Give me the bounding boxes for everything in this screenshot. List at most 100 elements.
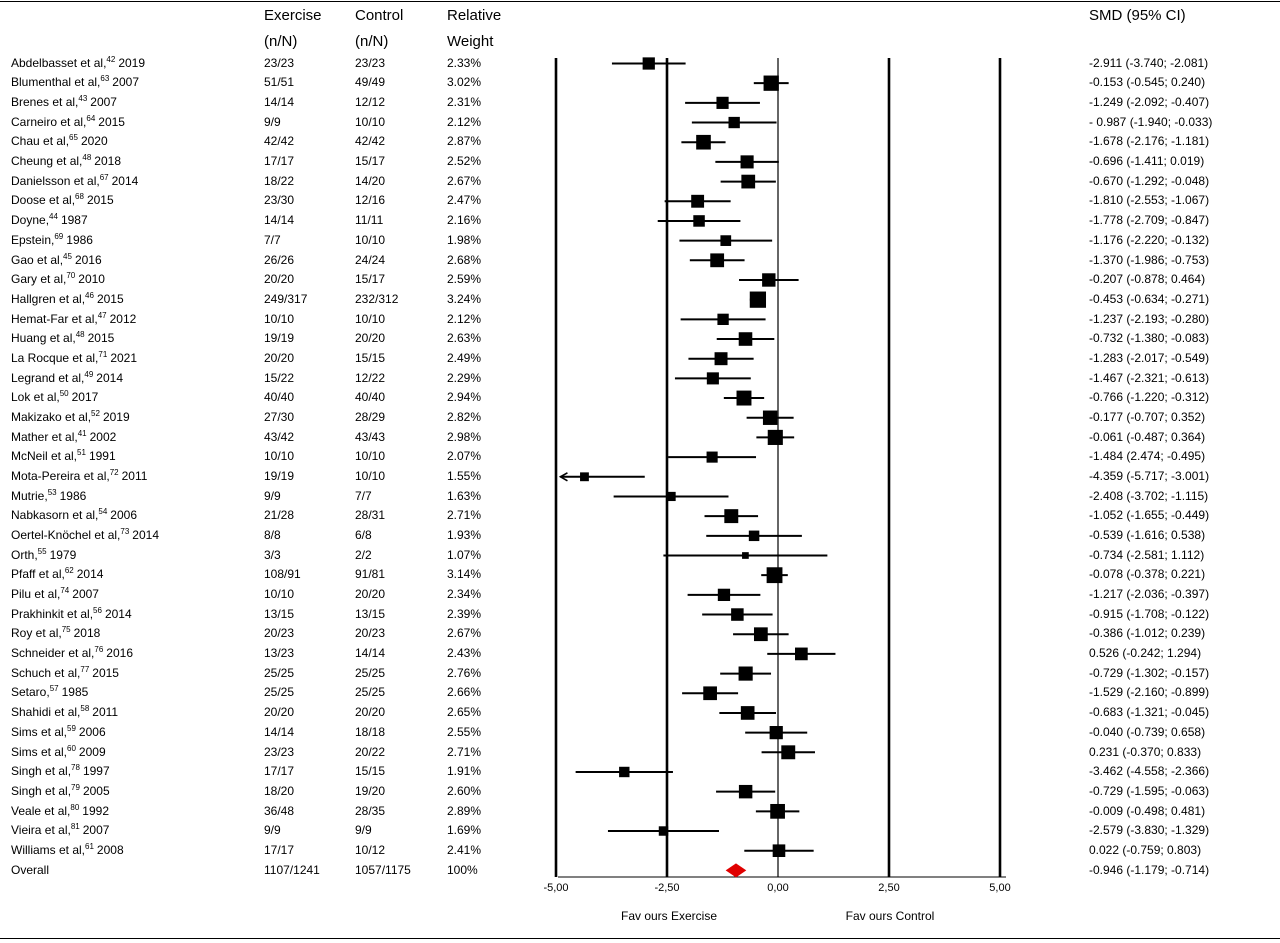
smd-ci-text: -0.696 (-1.411; 0.019): [1089, 154, 1205, 169]
table-row: Schuch et al,77 2015 25/25 25/25 2.76% -0.729…: [0, 664, 1280, 684]
relative-weight: 2.16%: [447, 213, 482, 228]
exercise-count: 25/25: [264, 665, 295, 680]
smd-ci-text: -1.484 (2.474; -0.495): [1089, 449, 1206, 464]
study-label: Roy et al,75 2018: [11, 624, 100, 644]
smd-ci-text: -0.734 (-2.581; 1.112): [1089, 547, 1205, 562]
study-year: 1986: [66, 232, 93, 247]
study-ref: 45: [63, 251, 72, 261]
exercise-count: 51/51: [264, 75, 295, 90]
study-ref: 80: [70, 802, 80, 812]
study-label: Blumenthal et al,63 2007: [11, 73, 139, 93]
relative-weight: 2.71%: [447, 508, 482, 523]
study-point: [716, 96, 729, 109]
study-year: 2007: [82, 823, 110, 838]
exercise-count: 13/23: [264, 646, 295, 661]
study-point: [772, 844, 786, 858]
study-ref: 44: [49, 212, 58, 222]
study-author: Singh et al,: [11, 764, 72, 779]
study-year: 2019: [118, 55, 146, 70]
table-row: Gao et al,45 2016 26/26 24/24 2.68% -1.370 (-…: [0, 251, 1280, 271]
relative-weight: 2.29%: [447, 370, 482, 385]
study-label: Chau et al,65 2020: [11, 132, 108, 152]
exercise-count: 7/7: [264, 232, 281, 247]
study-point: [736, 390, 752, 406]
exercise-count: 20/20: [264, 272, 295, 287]
control-count: 20/22: [355, 744, 386, 759]
study-label: Hallgren et al,46 2015: [11, 290, 124, 310]
exercise-count: 3/3: [264, 547, 281, 562]
relative-weight: 2.60%: [447, 783, 482, 798]
control-count: 10/10: [355, 114, 386, 129]
study-ref: 47: [97, 310, 107, 320]
study-author: Gao et al,: [11, 252, 64, 267]
study-year: 2007: [72, 587, 99, 602]
study-ref: 81: [70, 822, 80, 832]
study-year: 2014: [76, 567, 104, 582]
study-label: Mather et al,41 2002: [11, 428, 116, 448]
tick-label: 2,50: [878, 882, 899, 894]
study-author: Prakhinkit et al,: [11, 606, 94, 621]
smd-ci-text: -4.359 (-5.717; -3.001): [1089, 468, 1210, 483]
exercise-count: 36/48: [264, 803, 295, 818]
study-point: [703, 686, 717, 701]
study-point: [749, 291, 767, 308]
favours-control-label: Fav ours Control: [846, 909, 935, 923]
control-count: 12/12: [355, 95, 386, 110]
exercise-count: 13/15: [264, 606, 295, 621]
relative-weight: 3.14%: [447, 567, 482, 582]
study-year: 2018: [94, 154, 121, 169]
study-point: [738, 784, 753, 799]
study-ref: 48: [75, 330, 85, 340]
relative-weight: 2.98%: [447, 429, 482, 444]
exercise-count: 15/22: [264, 370, 295, 385]
control-count: 20/20: [355, 331, 386, 346]
study-author: Doose et al,: [11, 193, 76, 208]
exercise-count: 108/91: [264, 567, 301, 582]
study-ref: 51: [77, 448, 86, 458]
relative-weight: 2.89%: [447, 803, 482, 818]
tick-label: -5,00: [543, 882, 568, 894]
table-row: Brenes et al,43 2007 14/14 12/12 2.31% -1.249…: [0, 93, 1280, 113]
relative-weight: 2.67%: [447, 173, 482, 188]
study-label: Vieira et al,81 2007: [11, 821, 109, 841]
study-ref: 68: [75, 192, 84, 202]
relative-weight: 2.87%: [447, 134, 482, 149]
study-label: Mutrie,53 1986: [11, 487, 86, 507]
study-point: [710, 253, 725, 268]
table-row: Pilu et al,74 2007 10/10 20/20 2.34% -1.217 (…: [0, 585, 1280, 605]
study-ref: 41: [77, 428, 87, 438]
smd-ci-text: -0.729 (-1.302; -0.157): [1089, 665, 1210, 680]
relative-weight: 2.66%: [447, 685, 482, 700]
relative-weight: 1.69%: [447, 823, 482, 838]
relative-weight: 2.43%: [447, 646, 482, 661]
header-exercise-sub: (n/N): [264, 33, 298, 50]
smd-ci-text: -1.217 (-2.036; -0.397): [1089, 587, 1210, 602]
study-label: Pfaff et al,62 2014: [11, 565, 103, 585]
control-count: 15/17: [355, 272, 386, 287]
study-year: 2009: [78, 744, 106, 759]
smd-ci-text: -1.237 (-2.193; -0.280): [1089, 311, 1210, 326]
study-point: [740, 155, 754, 169]
overall-weight: 100%: [447, 862, 478, 877]
relative-weight: 2.67%: [447, 626, 482, 641]
study-author: Williams et al,: [11, 842, 86, 857]
study-ref: 54: [98, 507, 108, 517]
study-author: Carneiro et al,: [11, 114, 87, 129]
relative-weight: 2.33%: [447, 55, 482, 70]
table-row: Orth,55 1979 3/3 2/2 1.07% -0.734 (-2.581; 1.…: [0, 546, 1280, 566]
relative-weight: 2.82%: [447, 409, 482, 424]
study-ref: 72: [109, 467, 119, 477]
smd-ci-text: -1.467 (-2.321; -0.613): [1089, 370, 1210, 385]
favours-exercise-label: Fav ours Exercise: [621, 909, 717, 923]
overall-label: Overall: [11, 862, 50, 877]
study-label: Nabkasorn et al,54 2006: [11, 506, 137, 526]
smd-ci-text: -2.408 (-3.702; -1.115): [1089, 488, 1209, 503]
control-count: 232/312: [355, 291, 399, 306]
control-count: 19/20: [355, 783, 386, 798]
study-year: 2014: [132, 528, 159, 543]
top-rule: [0, 1, 1280, 2]
study-point: [693, 215, 705, 227]
control-count: 10/10: [355, 468, 386, 483]
table-row: Shahidi et al,58 2011 20/20 20/20 2.65% -0.68…: [0, 703, 1280, 723]
study-ref: 49: [84, 369, 94, 379]
